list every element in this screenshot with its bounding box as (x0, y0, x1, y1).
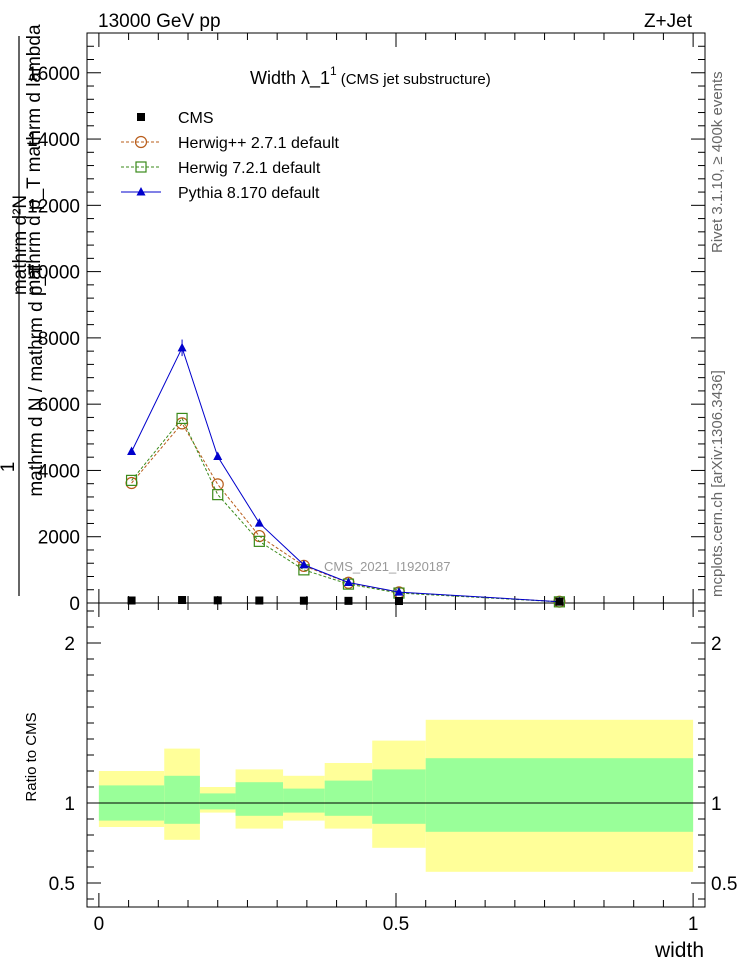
y-tick-label: 6000 (38, 395, 80, 416)
plot-title-sup: 1 (330, 64, 337, 78)
y-tick-label: 8000 (38, 329, 80, 350)
legend-marker (134, 135, 148, 149)
cms-data-point (344, 596, 353, 605)
y-label-denominator: mathrm d N / mathrm d p_T (26, 263, 47, 497)
ratio-band-inner (164, 775, 200, 824)
ratio-tick-label: 0.5 (49, 874, 75, 895)
legend-label: CMS (178, 110, 214, 127)
y-tick-label: 16000 (27, 64, 80, 85)
y-label-one: 1 (0, 462, 19, 473)
ratio-band-inner (199, 793, 236, 810)
y-label-numerator-lower: mathrm d p_T mathrm d lambda (24, 24, 45, 295)
series-marker-3 (254, 518, 264, 527)
legend: CMS Herwig++ 2.7.1 default Herwig 7.2.1 de… (121, 110, 340, 202)
ratio-tick-label-right: 2 (711, 634, 722, 655)
series-marker-3 (343, 577, 353, 586)
y-tick-label: 12000 (27, 196, 80, 217)
legend-marker (137, 113, 145, 121)
cms-data-point (213, 596, 222, 605)
y-tick-label: 10000 (27, 263, 80, 284)
cms-data-point (255, 596, 264, 605)
mcplots-label: mcplots.cern.ch [arXiv:1306.3436] (709, 370, 726, 597)
header-right: Z+Jet (644, 11, 693, 32)
series-marker-3 (394, 587, 404, 596)
legend-label: Herwig++ 2.7.1 default (178, 135, 340, 152)
ratio-axis-ticks: 0.5 0.5 1 1 2 2 0 0.5 1 (49, 603, 737, 935)
analysis-watermark: CMS_2021_I1920187 (324, 559, 451, 574)
legend-marker (136, 187, 146, 196)
plot-title-main: Width λ_1 (250, 68, 330, 89)
plot-title-sub: (CMS jet substructure) (341, 71, 491, 88)
series-marker-3 (213, 451, 223, 461)
series-marker-3 (299, 559, 309, 569)
ratio-tick-label: 1 (64, 794, 75, 815)
x-tick-label: 0 (94, 914, 105, 935)
series-marker-3 (127, 446, 137, 456)
ratio-tick-label: 2 (64, 634, 75, 655)
ratio-band-inner (372, 769, 426, 824)
main-axis-ticks: 0 2000 4000 6000 8000 10000 12000 14000 16000 (27, 32, 705, 615)
cms-data-point (555, 597, 564, 606)
x-tick-label: 0.5 (383, 914, 409, 935)
y-tick-label: 14000 (27, 130, 80, 151)
legend-label: Herwig 7.2.1 default (178, 160, 321, 177)
header-left: 13000 GeV pp (98, 11, 221, 32)
ratio-band-inner (425, 758, 694, 832)
cms-data-point (178, 596, 187, 605)
series-marker-2 (125, 474, 138, 486)
ratio-y-axis-label: Ratio to CMS (23, 712, 40, 801)
cms-data-point (394, 597, 403, 606)
ratio-band-inner (235, 782, 284, 816)
series-line-1 (131, 422, 560, 603)
x-tick-label: 1 (688, 914, 699, 935)
y-tick-label: 0 (69, 594, 80, 615)
series-marker-2 (212, 489, 224, 501)
rivet-label: Rivet 3.1.10, ≥ 400k events (709, 71, 726, 253)
main-y-axis-label: 1 mathrm d²N mathrm d p_T mathrm d lambd… (0, 24, 47, 596)
ratio-band-inner (324, 780, 373, 816)
y-tick-label: 2000 (38, 528, 80, 549)
cms-data-point (127, 596, 136, 605)
ratio-band-inner (283, 788, 325, 813)
ratio-bands (87, 719, 705, 872)
ratio-tick-label-right: 0.5 (711, 874, 737, 895)
plot-title: Width λ_11 (CMS jet substructure) (250, 64, 491, 89)
series-marker-2 (176, 412, 188, 425)
series-marker-2 (253, 535, 265, 547)
cms-data-point (299, 596, 308, 605)
x-axis-label: width (654, 939, 704, 962)
legend-marker (135, 161, 147, 173)
series-line-3 (131, 346, 560, 603)
series-layer (125, 339, 566, 608)
ratio-tick-label-right: 1 (711, 794, 722, 815)
legend-label: Pythia 8.170 default (178, 185, 320, 202)
y-tick-label: 4000 (38, 461, 80, 482)
y-label-numerator: mathrm d²N (10, 195, 31, 295)
